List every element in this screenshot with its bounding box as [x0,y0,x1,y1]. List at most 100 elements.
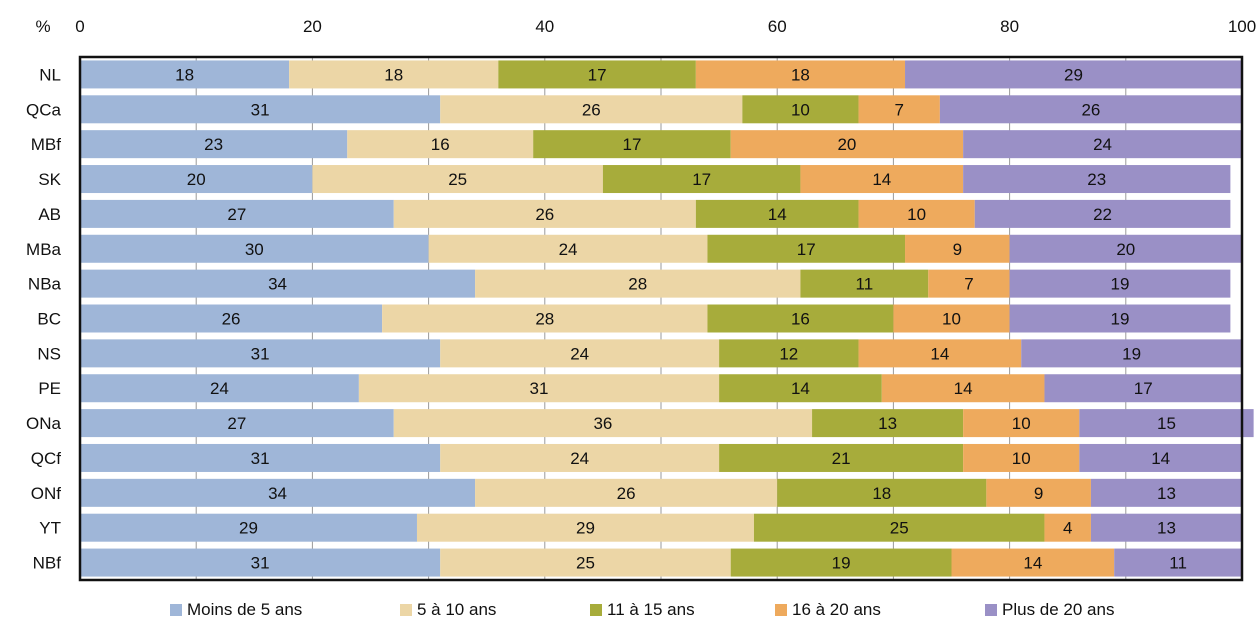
bar-value-label: 11 [856,275,874,294]
x-tick-label: 100 [1228,17,1256,36]
bar-value-label: 14 [1151,449,1170,468]
bar-value-label: 20 [1116,240,1135,259]
bar-value-label: 9 [1034,484,1043,503]
bar-value-label: 14 [954,379,973,398]
legend: Moins de 5 ans 5 à 10 ans 11 à 15 ans 16 à … [170,600,1114,619]
legend-label: Moins de 5 ans [187,600,302,619]
bar-value-label: 23 [204,135,223,154]
category-label: MBa [26,240,62,259]
bar-value-label: 20 [837,135,856,154]
bar-value-label: 14 [791,379,810,398]
bar-value-label: 14 [1023,554,1042,573]
category-label: SK [38,170,61,189]
legend-swatch [170,604,182,616]
bar-value-label: 13 [1157,484,1176,503]
bar-value-label: 9 [953,240,962,259]
bar-value-label: 13 [1157,519,1176,538]
x-tick-label: 0 [75,17,84,36]
category-label: ONa [26,414,62,433]
bar-value-label: 29 [576,519,595,538]
bar-value-label: 19 [1111,275,1130,294]
bar-value-label: 17 [1134,379,1153,398]
bar-value-label: 24 [570,449,589,468]
bar-value-label: 20 [187,170,206,189]
bar-value-label: 26 [1081,100,1100,119]
bar-value-label: 18 [384,65,403,84]
bar-value-label: 22 [1093,205,1112,224]
category-label: YT [39,519,61,538]
bar-value-label: 24 [570,344,589,363]
category-label: MBf [31,135,62,154]
bar-value-label: 24 [1093,135,1112,154]
bar-value-label: 30 [245,240,264,259]
bar-value-label: 10 [791,100,810,119]
bar-value-label: 10 [1012,414,1031,433]
bar-value-label: 19 [1111,310,1130,329]
category-label: NS [37,344,61,363]
bar-value-label: 24 [559,240,578,259]
x-tick-label: 20 [303,17,322,36]
bar-value-label: 7 [894,100,903,119]
bar-value-label: 18 [872,484,891,503]
bar-value-label: 17 [692,170,711,189]
bar-value-label: 25 [448,170,467,189]
bar-value-label: 14 [872,170,891,189]
legend-label: 5 à 10 ans [417,600,496,619]
bar-value-label: 19 [1122,344,1141,363]
category-label: NBf [33,554,62,573]
bar-value-label: 10 [907,205,926,224]
bar-value-label: 34 [268,275,287,294]
x-tick-label: 40 [535,17,554,36]
category-label: AB [38,205,61,224]
bar-value-label: 26 [222,310,241,329]
bar-value-label: 4 [1063,519,1072,538]
bar-value-label: 10 [1012,449,1031,468]
category-label: BC [37,310,61,329]
category-label: NBa [28,275,62,294]
bar-value-label: 31 [251,100,270,119]
bar-value-label: 18 [791,65,810,84]
bar-value-label: 7 [964,275,973,294]
bar-value-label: 27 [227,205,246,224]
bar-value-label: 26 [582,100,601,119]
bar-value-label: 31 [251,344,270,363]
legend-swatch [985,604,997,616]
category-label: PE [38,379,61,398]
bar-value-label: 16 [431,135,450,154]
bar-value-label: 29 [1064,65,1083,84]
category-label: QCf [31,449,62,468]
bar-value-label: 34 [268,484,287,503]
bar-value-label: 17 [797,240,816,259]
bar-value-label: 27 [227,414,246,433]
category-label: NL [39,65,61,84]
category-label: ONf [31,484,62,503]
bar-value-label: 31 [251,449,270,468]
legend-swatch [590,604,602,616]
bar-value-label: 19 [832,554,851,573]
bar-value-label: 16 [791,310,810,329]
bar-value-label: 17 [622,135,641,154]
unit-label: % [35,17,50,36]
x-tick-label: 60 [768,17,787,36]
x-tick-label: 80 [1000,17,1019,36]
legend-swatch [400,604,412,616]
bar-value-label: 13 [878,414,897,433]
bar-value-label: 10 [942,310,961,329]
legend-swatch [775,604,787,616]
bar-value-label: 18 [175,65,194,84]
bar-value-label: 11 [1169,554,1187,573]
legend-label: 11 à 15 ans [607,600,695,619]
bar-value-label: 26 [617,484,636,503]
bar-value-label: 12 [779,344,798,363]
bar-value-label: 31 [530,379,549,398]
bar-value-label: 14 [768,205,787,224]
bars [80,60,1254,576]
legend-label: 16 à 20 ans [792,600,881,619]
bar-value-label: 31 [251,554,270,573]
bar-value-label: 28 [535,310,554,329]
bar-value-label: 36 [593,414,612,433]
bar-value-label: 21 [832,449,851,468]
bar-value-label: 26 [535,205,554,224]
